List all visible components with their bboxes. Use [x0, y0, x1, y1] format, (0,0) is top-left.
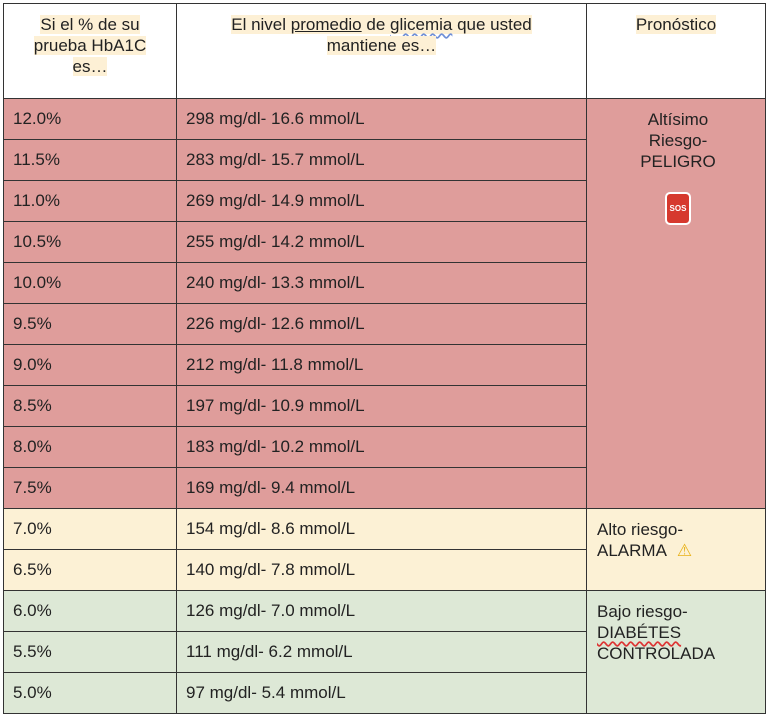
- prognosis-text: Bajo riesgo-: [597, 602, 688, 621]
- table-row: 11.0% 269 mg/dl- 14.9 mmol/L: [3, 180, 766, 222]
- hba1c-cell: 5.0%: [3, 672, 177, 714]
- table-row: 6.5% 140 mg/dl- 7.8 mmol/L: [3, 549, 766, 591]
- hba1c-table: Si el % de su prueba HbA1C es… El nivel …: [3, 3, 766, 714]
- table-row: 7.0% 154 mg/dl- 8.6 mmol/L Alto riesgo- A…: [3, 508, 766, 591]
- table-row: 8.5% 197 mg/dl- 10.9 mmol/L: [3, 385, 766, 427]
- glucose-cell: 183 mg/dl- 10.2 mmol/L: [176, 426, 587, 468]
- hba1c-cell: 7.5%: [3, 467, 177, 509]
- header-text: Si el % de su: [40, 15, 140, 34]
- table-row: 10.0% 240 mg/dl- 13.3 mmol/L: [3, 262, 766, 304]
- table-row: 5.5% 111 mg/dl- 6.2 mmol/L: [3, 631, 766, 673]
- hba1c-cell: 5.5%: [3, 631, 177, 673]
- glucose-cell: 140 mg/dl- 7.8 mmol/L: [176, 549, 587, 591]
- table-row: 9.5% 226 mg/dl- 12.6 mmol/L: [3, 303, 766, 345]
- glucose-cell: 212 mg/dl- 11.8 mmol/L: [176, 344, 587, 386]
- prognosis-text: CONTROLADA: [597, 644, 716, 663]
- header-hba1c: Si el % de su prueba HbA1C es…: [3, 3, 177, 99]
- header-glucose: El nivel promedio de glicemia que usted …: [176, 3, 587, 99]
- glucose-cell: 226 mg/dl- 12.6 mmol/L: [176, 303, 587, 345]
- hba1c-cell: 11.5%: [3, 139, 177, 181]
- header-text: El nivel promedio de glicemia que usted: [231, 15, 532, 34]
- prognosis-low: Bajo riesgo- DIABÉTES CONTROLADA: [586, 590, 766, 714]
- hba1c-cell: 8.5%: [3, 385, 177, 427]
- header-text: es…: [72, 57, 108, 76]
- glucose-cell: 154 mg/dl- 8.6 mmol/L: [176, 508, 587, 550]
- prognosis-text: PELIGRO: [640, 152, 716, 171]
- table-row: 12.0% 298 mg/dl- 16.6 mmol/L Altísimo Rie…: [3, 98, 766, 509]
- header-prognosis: Pronóstico: [586, 3, 766, 99]
- table-row: 6.0% 126 mg/dl- 7.0 mmol/L Bajo riesgo- D…: [3, 590, 766, 714]
- table-row: 11.5% 283 mg/dl- 15.7 mmol/L: [3, 139, 766, 181]
- prognosis-text: Altísimo: [647, 110, 709, 129]
- hba1c-cell: 6.5%: [3, 549, 177, 591]
- sos-icon: SOS: [664, 192, 692, 225]
- glucose-cell: 97 mg/dl- 5.4 mmol/L: [176, 672, 587, 714]
- hba1c-cell: 8.0%: [3, 426, 177, 468]
- glucose-cell: 197 mg/dl- 10.9 mmol/L: [176, 385, 587, 427]
- hba1c-cell: 9.0%: [3, 344, 177, 386]
- table-row: 5.0% 97 mg/dl- 5.4 mmol/L: [3, 672, 766, 714]
- hba1c-cell: 6.0%: [3, 590, 177, 632]
- table-row: 8.0% 183 mg/dl- 10.2 mmol/L: [3, 426, 766, 468]
- prognosis-high: Altísimo Riesgo- PELIGRO SOS: [586, 98, 766, 509]
- table-row: 9.0% 212 mg/dl- 11.8 mmol/L: [3, 344, 766, 386]
- table-row: 10.5% 255 mg/dl- 14.2 mmol/L: [3, 221, 766, 263]
- glucose-cell: 298 mg/dl- 16.6 mmol/L: [176, 98, 587, 140]
- header-text: Pronóstico: [635, 15, 717, 34]
- hba1c-cell: 9.5%: [3, 303, 177, 345]
- header-text: prueba HbA1C: [33, 36, 147, 55]
- hba1c-cell: 12.0%: [3, 98, 177, 140]
- prognosis-text: ALARMA: [597, 541, 667, 560]
- hba1c-cell: 10.0%: [3, 262, 177, 304]
- glucose-cell: 240 mg/dl- 13.3 mmol/L: [176, 262, 587, 304]
- hba1c-cell: 11.0%: [3, 180, 177, 222]
- glucose-cell: 111 mg/dl- 6.2 mmol/L: [176, 631, 587, 673]
- glucose-cell: 126 mg/dl- 7.0 mmol/L: [176, 590, 587, 632]
- hba1c-cell: 7.0%: [3, 508, 177, 550]
- prognosis-text: Riesgo-: [648, 131, 708, 150]
- header-text: mantiene es…: [326, 36, 437, 55]
- glucose-cell: 269 mg/dl- 14.9 mmol/L: [176, 180, 587, 222]
- glucose-cell: 255 mg/dl- 14.2 mmol/L: [176, 221, 587, 263]
- prognosis-text: DIABÉTES: [597, 623, 682, 642]
- prognosis-medium: Alto riesgo- ALARMA ⚠: [586, 508, 766, 591]
- prognosis-text: Alto riesgo-: [597, 520, 683, 539]
- glucose-cell: 283 mg/dl- 15.7 mmol/L: [176, 139, 587, 181]
- glucose-cell: 169 mg/dl- 9.4 mmol/L: [176, 467, 587, 509]
- hba1c-cell: 10.5%: [3, 221, 177, 263]
- header-row: Si el % de su prueba HbA1C es… El nivel …: [3, 3, 766, 99]
- warning-icon: ⚠: [676, 541, 693, 560]
